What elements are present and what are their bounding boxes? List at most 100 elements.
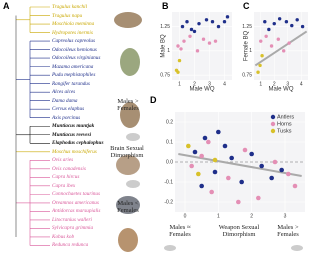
data-point xyxy=(295,18,299,22)
y-axis-label: Male BQ xyxy=(161,34,167,58)
x-tick-label: 2 xyxy=(273,81,276,87)
data-point xyxy=(216,24,221,29)
y-axis-label: Female BQ xyxy=(244,30,250,61)
species-name: Litocranius walleri xyxy=(52,216,92,223)
species-name: Ovis aries xyxy=(52,157,74,164)
data-point xyxy=(226,175,231,181)
data-point xyxy=(287,41,291,45)
annotation: Weapon Sexual Dimorphism xyxy=(218,224,260,238)
x-tick-label: 3 xyxy=(286,81,289,87)
legend-swatch xyxy=(270,121,276,127)
plot-area xyxy=(254,12,308,80)
species-name: Cervus elaphus xyxy=(52,106,85,113)
data-point xyxy=(260,54,264,58)
fit-line xyxy=(254,30,308,67)
x-tick-label: 2 xyxy=(193,81,196,87)
data-point xyxy=(269,44,274,48)
y-tick-label: -0.2 xyxy=(164,199,173,205)
y-tick-label: 0.2 xyxy=(166,119,173,125)
data-point xyxy=(197,21,201,26)
data-point xyxy=(212,157,218,163)
species-name: Redunca redunca xyxy=(52,242,89,249)
data-point xyxy=(188,34,192,38)
data-point xyxy=(177,58,182,63)
fit-line xyxy=(178,153,302,177)
data-point xyxy=(185,20,189,24)
data-point xyxy=(206,139,211,145)
data-point xyxy=(199,153,204,159)
data-point xyxy=(209,189,214,195)
data-point xyxy=(207,41,212,45)
data-point xyxy=(176,44,180,48)
annotation: Males > Females xyxy=(117,98,139,112)
annotation: Males < Females xyxy=(117,200,139,214)
species-name: Moschus moschiferus xyxy=(52,148,97,155)
species-name: Dama dama xyxy=(52,97,78,104)
y-tick-label: 1 xyxy=(167,48,170,54)
data-point xyxy=(272,21,276,26)
data-point xyxy=(229,155,234,161)
data-point xyxy=(202,135,208,141)
x-tick-label: 1 xyxy=(178,81,181,87)
data-point xyxy=(286,171,291,177)
annotation: Males > Females xyxy=(277,224,299,238)
illustration xyxy=(116,196,140,214)
species-name: Odocoileus virginianus xyxy=(52,55,101,62)
y-tick-label: 0.0 xyxy=(166,159,173,165)
legend-label: Antlers xyxy=(277,114,294,120)
legend-swatch xyxy=(270,128,276,134)
figure: 0.75 1 1.25 1 2 3 4 Male WQ Male BQ 0.75 1 1.25 1 2 3 4… xyxy=(3,1,308,252)
data-point xyxy=(272,159,278,165)
species-name: Muntiacus reevesi xyxy=(52,131,92,138)
annotation: Brain Sexual Dimorphism xyxy=(110,145,144,159)
data-point xyxy=(264,34,268,38)
x-tick-label: 4 xyxy=(223,81,226,87)
species-name: Hydropotes inermis xyxy=(52,29,93,36)
species-name: Ovis canadensis xyxy=(52,165,86,172)
x-tick-label: 3 xyxy=(208,81,211,87)
species-name: Rangifer tarandus xyxy=(52,80,90,87)
panel-label: B xyxy=(162,1,169,11)
species-name: Mazama americana xyxy=(52,63,94,70)
x-tick-label: 1 xyxy=(217,213,220,219)
data-point xyxy=(196,171,201,177)
illustration xyxy=(114,12,142,28)
y-tick-label: 1 xyxy=(249,48,252,54)
species-name: Antidorcas marsupialis xyxy=(52,208,101,215)
data-point xyxy=(176,70,180,74)
illustration xyxy=(120,48,140,76)
data-point xyxy=(279,167,284,173)
data-point xyxy=(225,15,230,19)
y-tick-label: 0.75 xyxy=(160,72,170,78)
data-point xyxy=(276,37,280,41)
data-point xyxy=(259,163,264,169)
data-point xyxy=(201,37,206,41)
data-point xyxy=(192,29,197,34)
x-axis-label: Male WQ xyxy=(189,87,214,93)
species-name: Kobus kob xyxy=(52,233,75,240)
data-point xyxy=(180,24,185,29)
species-name: Elaphodus cephalophus xyxy=(52,140,104,147)
data-point xyxy=(290,23,294,28)
species-name: Sylvicapra grimmia xyxy=(52,225,94,232)
species-name: Odocoileus hemionus xyxy=(52,46,97,53)
figure-graphics: 0.75 1 1.25 1 2 3 4 Male WQ Male BQ 0.75 1 1.25 1 2 3 4… xyxy=(15,6,308,252)
data-point xyxy=(222,143,228,149)
data-point xyxy=(267,27,271,32)
panel-label: A xyxy=(3,1,10,11)
species-name: Tragulus napu xyxy=(52,12,83,19)
data-point xyxy=(222,20,227,24)
illustration xyxy=(116,155,140,175)
brain-icon xyxy=(126,133,140,141)
data-point xyxy=(242,147,248,153)
data-point xyxy=(300,24,305,29)
species-name: Capra ibex xyxy=(52,182,76,189)
data-point xyxy=(277,17,282,21)
antler-icon xyxy=(164,245,176,251)
y-tick-label: 0.75 xyxy=(242,72,252,78)
plot-area xyxy=(172,12,232,80)
species-name: Alces alces xyxy=(52,89,76,96)
species-name: Muntiacus muntjak xyxy=(52,123,95,130)
data-point xyxy=(189,163,194,169)
data-point xyxy=(186,143,191,149)
